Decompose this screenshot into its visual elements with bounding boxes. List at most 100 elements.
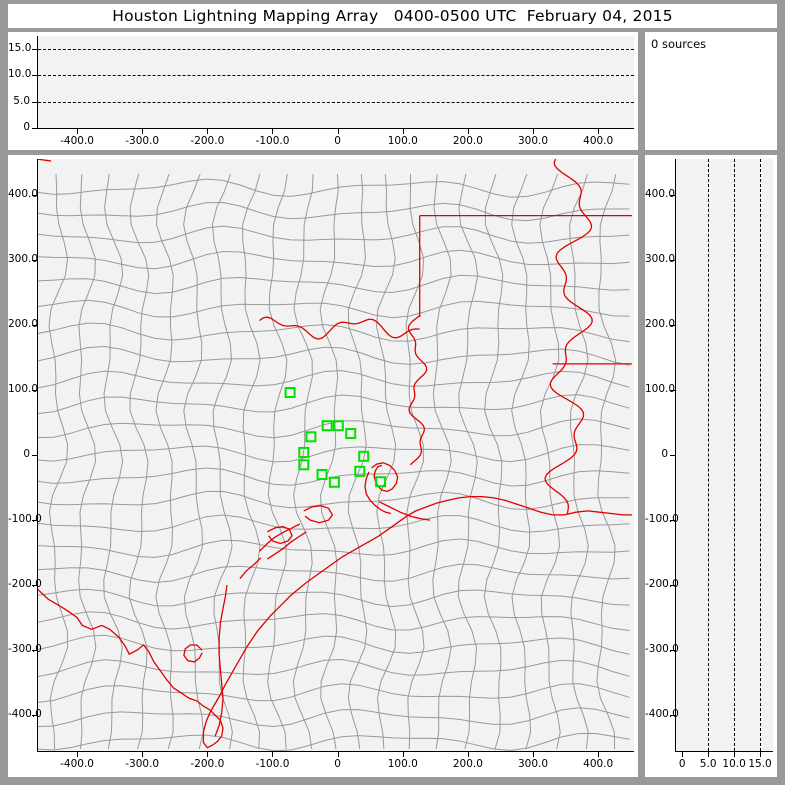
lma-station-marker: [298, 446, 310, 458]
map-y-tick-label: 300.0: [8, 252, 39, 265]
height-profile-y-tick-label: -200.0: [645, 578, 679, 591]
height-profile-y-tick: [670, 715, 676, 717]
map-y-tick-label: -100.0: [8, 513, 42, 526]
map-y-tick: [32, 455, 38, 456]
height-profile-gridline: [708, 159, 710, 751]
map-y-tick: [32, 194, 38, 196]
lma-station-marker: [321, 420, 333, 432]
map-x-tick: [272, 752, 274, 757]
lma-station-marker: [332, 420, 344, 432]
map-x-tick-label: -400.0: [60, 758, 94, 770]
map-y-tick-label: 0: [23, 448, 30, 460]
time-height-gridline: [38, 49, 634, 51]
height-profile-y-tick: [670, 585, 676, 587]
time-height-x-tick-label: 400.0: [583, 135, 614, 147]
time-height-plot-area: [38, 36, 634, 128]
height-profile-gridline: [760, 159, 762, 751]
time-height-y-tick-label: 15.0: [8, 42, 32, 55]
height-profile-x-tick-label: 10.0: [722, 758, 746, 770]
height-profile-gridline: [734, 159, 736, 751]
map-y-tick: [32, 650, 38, 652]
map-x-tick-label: 300.0: [518, 758, 549, 770]
lma-station-marker: [305, 431, 317, 443]
map-x-tick: [467, 752, 469, 757]
time-height-x-tick: [207, 129, 209, 134]
lma-station-marker: [298, 459, 310, 471]
lma-station-markers-layer: [284, 387, 387, 488]
height-profile-x-tick: [734, 752, 736, 757]
lma-station-marker: [375, 476, 387, 488]
time-height-x-tick: [533, 129, 535, 134]
map-x-axis: [37, 751, 634, 752]
map-x-tick-label: 0: [334, 758, 341, 770]
height-profile-panel: -400.0 -300.0 -200.0 -100.0 0 100.0 200.0 300.0…: [645, 155, 777, 777]
height-profile-y-tick-label: 400.0: [645, 187, 676, 200]
lma-station-marker: [284, 387, 296, 398]
map-y-tick-label: -400.0: [8, 708, 42, 721]
height-profile-y-tick: [670, 389, 676, 391]
map-x-tick: [207, 752, 209, 757]
time-height-x-tick-label: 200.0: [452, 135, 483, 147]
map-y-tick: [32, 389, 38, 391]
map-x-tick: [533, 752, 535, 757]
map-y-tick: [32, 585, 38, 587]
height-profile-y-tick: [670, 194, 676, 196]
time-height-x-tick-label: -300.0: [125, 135, 160, 147]
map-graphic: [38, 159, 632, 751]
time-height-x-tick-label: -100.0: [255, 135, 290, 147]
map-x-tick-label: -200.0: [190, 758, 225, 770]
time-height-y-tick-label: 5.0: [13, 94, 30, 107]
state-boundary-layer: [38, 159, 632, 514]
height-profile-y-tick: [670, 455, 676, 456]
coastline-layer: [38, 462, 632, 749]
time-height-y-tick: [32, 128, 38, 129]
time-height-x-tick: [77, 129, 79, 134]
height-profile-x-tick-label: 0: [678, 758, 686, 770]
map-x-tick: [402, 752, 404, 757]
time-height-x-tick: [272, 129, 274, 134]
time-height-gridline: [38, 75, 634, 77]
page-title: Houston Lightning Mapping Array 0400-050…: [112, 7, 673, 25]
height-profile-y-tick-label: 100.0: [645, 382, 676, 395]
time-height-x-tick-label: -400.0: [60, 135, 94, 147]
height-profile-y-tick-label: 200.0: [645, 317, 676, 330]
map-y-tick: [32, 715, 38, 717]
height-profile-y-tick-label: 300.0: [645, 252, 676, 265]
source-count-label: 0 sources: [651, 37, 707, 51]
height-profile-y-tick-label: -400.0: [645, 708, 679, 721]
height-profile-y-tick: [670, 324, 676, 326]
map-x-tick-label: 400.0: [583, 758, 614, 770]
time-height-x-tick-label: 0: [334, 135, 341, 147]
map-y-tick-label: 100.0: [8, 382, 39, 395]
height-profile-y-tick-label: -100.0: [645, 513, 679, 526]
time-height-y-tick: [32, 101, 38, 103]
time-height-y-tick-label: 10.0: [8, 68, 32, 81]
map-y-tick-label: 400.0: [8, 187, 39, 200]
map-x-tick: [142, 752, 144, 757]
height-profile-x-tick-label: 15.0: [748, 758, 772, 770]
time-height-x-axis: [37, 128, 634, 129]
time-height-y-tick-label: 0: [23, 121, 30, 133]
height-profile-y-tick-label: 0: [661, 448, 668, 460]
time-height-x-tick: [467, 129, 469, 134]
height-profile-y-tick: [670, 259, 676, 261]
height-profile-y-tick: [670, 520, 676, 522]
height-profile-x-axis: [675, 751, 773, 752]
source-count-panel: 0 sources: [645, 32, 777, 150]
map-y-tick-label: 200.0: [8, 317, 39, 330]
time-height-y-tick: [32, 49, 38, 51]
height-profile-y-tick-label: -300.0: [645, 643, 679, 656]
map-x-tick: [337, 752, 339, 757]
lma-station-marker: [358, 450, 370, 462]
map-x-tick-label: 200.0: [452, 758, 483, 770]
county-lines-layer: [38, 173, 630, 751]
lma-station-marker: [354, 465, 366, 477]
time-height-x-tick-label: 100.0: [387, 135, 418, 147]
map-x-tick-label: -300.0: [125, 758, 160, 770]
time-height-x-tick: [598, 129, 600, 134]
time-height-x-tick: [402, 129, 404, 134]
map-plot-area: [38, 159, 634, 751]
lma-station-marker: [316, 469, 328, 480]
height-profile-x-tick: [708, 752, 710, 757]
map-y-tick: [32, 259, 38, 261]
